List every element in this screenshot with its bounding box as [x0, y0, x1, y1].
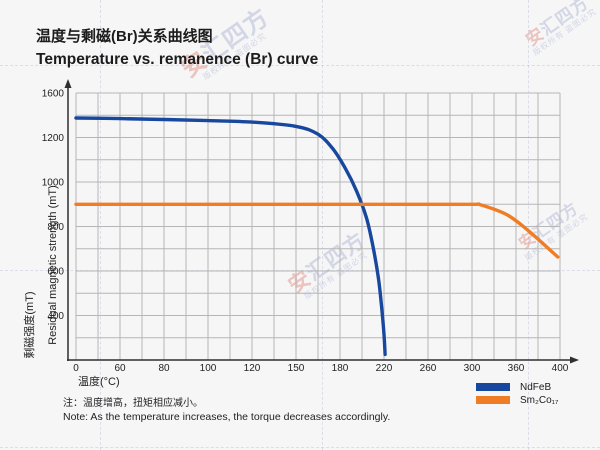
x-tick-label: 400	[552, 363, 569, 374]
dashed-line-horizontal	[0, 447, 600, 448]
dashed-line-vertical	[322, 0, 323, 450]
x-tick-label: 360	[508, 363, 525, 374]
x-axis-arrow	[570, 356, 579, 364]
y-axis-title-zh: 剩磁强度(mT)	[24, 291, 36, 359]
sm2co17-label: Sm₂Co₁₇	[520, 394, 559, 406]
dashed-line-horizontal	[0, 65, 600, 66]
x-tick-label: 100	[200, 363, 217, 374]
dashed-line-vertical	[528, 0, 529, 450]
ndfeb-swatch	[476, 383, 510, 391]
note-zh: 注：温度增高，扭矩相应减小。	[63, 398, 203, 409]
note-en: Note: As the temperature increases, the …	[63, 411, 391, 423]
axes	[64, 79, 579, 364]
legend-item-sm2co17: Sm₂Co₁₇	[476, 394, 558, 406]
y-tick-label: 400	[47, 311, 64, 322]
curve-sm2co17	[74, 202, 560, 259]
x-axis-title: 温度(°C)	[78, 376, 120, 388]
legend-item-ndfeb: NdFeB	[476, 381, 558, 393]
y-tick-label: 1600	[42, 89, 65, 100]
legend: NdFeB Sm₂Co₁₇	[476, 381, 558, 407]
dashed-line-vertical	[100, 0, 101, 450]
y-axis-arrow	[64, 79, 72, 88]
y-tick-label: 800	[47, 222, 64, 233]
ndfeb-label: NdFeB	[520, 381, 552, 393]
tick-labels: 0 60 80 100 120 150 180 220 260 300 360 400 400 600 80…	[42, 89, 569, 375]
chart-title-en: Temperature vs. remanence (Br) curve	[36, 51, 319, 68]
x-tick-label: 120	[244, 363, 261, 374]
chart-title-zh: 温度与剩磁(Br)关系曲线图	[36, 28, 213, 45]
x-tick-label: 60	[114, 363, 126, 374]
curve-ndfeb	[74, 116, 387, 357]
sm2co17-swatch	[476, 396, 510, 404]
x-tick-label: 260	[420, 363, 437, 374]
title-block: 温度与剩磁(Br)关系曲线图 Temperature vs. remanence…	[36, 25, 318, 69]
x-tick-label: 80	[158, 363, 170, 374]
y-tick-label: 600	[47, 267, 64, 278]
x-tick-label: 0	[73, 363, 79, 374]
y-tick-label: 1000	[42, 178, 65, 189]
notes: 注：温度增高，扭矩相应减小。 Note: As the temperature …	[63, 394, 390, 423]
x-tick-label: 220	[376, 363, 393, 374]
y-tick-label: 1200	[42, 133, 65, 144]
x-tick-label: 150	[288, 363, 305, 374]
x-tick-label: 300	[464, 363, 481, 374]
y-axis-title-en: Residual magnetic strength (mT)	[47, 185, 59, 345]
x-tick-label: 180	[332, 363, 349, 374]
